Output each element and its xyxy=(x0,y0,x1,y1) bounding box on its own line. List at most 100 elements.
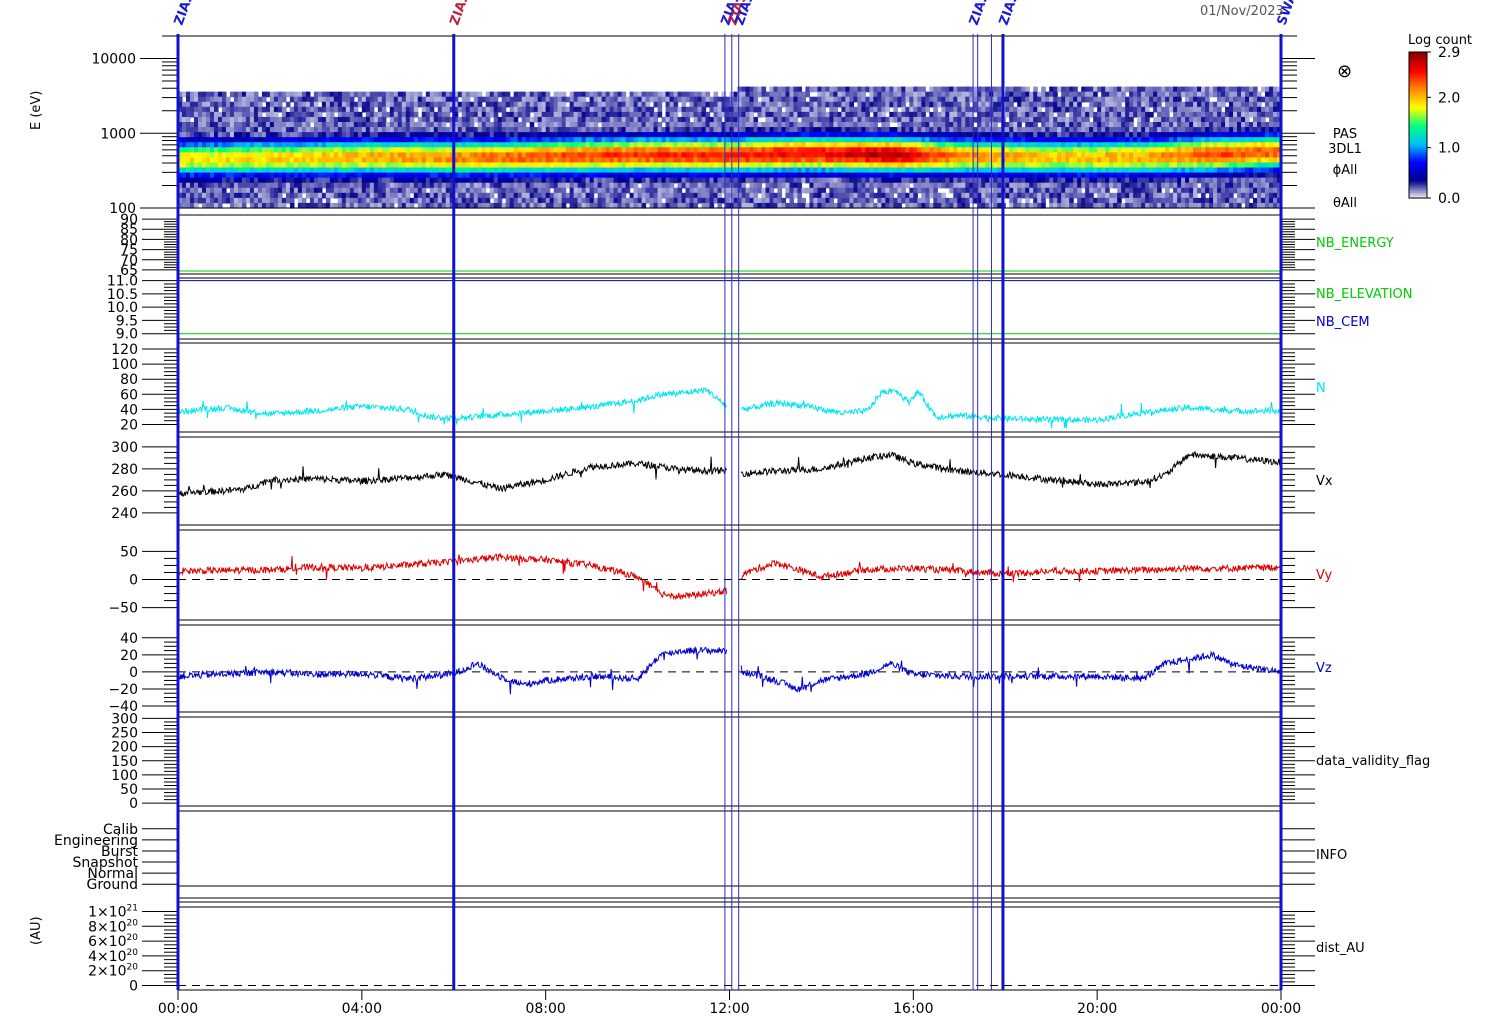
spectrogram-cell xyxy=(841,142,846,148)
spectrogram-cell xyxy=(653,182,659,189)
spectrogram-cell xyxy=(305,187,311,194)
spectrogram-cell xyxy=(777,202,783,209)
spectrogram-cell xyxy=(669,172,675,179)
spectrogram-cell xyxy=(481,192,487,199)
spectrogram-cell xyxy=(789,132,795,138)
spectrogram-cell xyxy=(185,202,191,209)
spectrogram-cell xyxy=(409,111,415,118)
spectrogram-cell xyxy=(881,167,886,174)
spectrogram-cell xyxy=(801,132,807,138)
spectrogram-cell xyxy=(657,137,663,143)
spectrogram-cell xyxy=(541,127,547,133)
spectrogram-cell xyxy=(201,127,207,133)
spectrogram-cell xyxy=(677,192,683,199)
spectrogram-cell xyxy=(809,162,815,169)
spectrogram-cell xyxy=(853,147,858,153)
spectrogram-cell xyxy=(469,111,475,118)
spectrogram-cell xyxy=(809,111,815,118)
spectrogram-cell xyxy=(841,137,846,143)
spectrogram-cell xyxy=(737,127,743,133)
spectrogram-cell xyxy=(337,187,343,194)
spectrogram-cell xyxy=(453,96,459,103)
spectrogram-cell xyxy=(193,162,199,169)
spectrogram-cell xyxy=(249,202,255,209)
spectrogram-cell xyxy=(321,91,327,98)
spectrogram-cell xyxy=(417,167,423,174)
spectrogram-cell xyxy=(965,106,970,113)
spectrogram-cell xyxy=(293,157,299,164)
spectrogram-cell xyxy=(561,192,567,199)
spectrogram-cell xyxy=(965,177,970,184)
spectrogram-cell xyxy=(745,202,751,209)
spectrogram-cell xyxy=(949,202,954,209)
spectrogram-cell xyxy=(569,116,575,123)
spectrogram-cell xyxy=(313,106,319,113)
spectrogram-cell xyxy=(221,116,227,123)
spectrogram-cell xyxy=(1013,132,1018,138)
spectrogram-cell xyxy=(637,137,643,143)
spectrogram-cell xyxy=(269,202,275,209)
spectrogram-cell xyxy=(277,96,283,103)
spectrogram-cell xyxy=(753,202,759,209)
spectrogram-cell xyxy=(601,192,607,199)
spectrogram-cell xyxy=(993,137,998,143)
spectrogram-cell xyxy=(585,132,591,138)
spectrogram-cell xyxy=(297,177,303,184)
spectrogram-cell xyxy=(473,192,479,199)
spectrogram-cell xyxy=(705,162,711,169)
spectrogram-cell xyxy=(333,182,339,189)
spectrogram-cell xyxy=(389,167,395,174)
spectrogram-cell xyxy=(453,106,459,113)
spectrogram-cell xyxy=(701,147,707,153)
spectrogram-cell xyxy=(849,116,854,123)
spectrogram-cell xyxy=(745,122,751,128)
spectrogram-cell xyxy=(365,197,371,204)
spectrogram-cell xyxy=(489,127,495,133)
spectrogram-cell xyxy=(945,106,950,113)
spectrogram-cell xyxy=(649,127,655,133)
spectrogram-cell xyxy=(565,122,571,128)
spectrogram-cell xyxy=(609,101,615,108)
spectrogram-cell xyxy=(497,127,503,133)
spectrogram-cell xyxy=(501,132,507,138)
spectrogram-cell xyxy=(949,96,954,103)
spectrogram-cell xyxy=(813,152,819,159)
spectrogram-cell xyxy=(441,147,447,153)
spectrogram-cell xyxy=(301,182,307,189)
spectrogram-cell xyxy=(1041,91,1046,98)
spectrogram-cell xyxy=(921,142,926,148)
spectrogram-cell xyxy=(649,152,655,159)
spectrogram-cell xyxy=(761,162,767,169)
spectrogram-cell xyxy=(393,172,399,179)
spectrogram-cell xyxy=(789,101,795,108)
spectrogram-cell xyxy=(485,147,491,153)
spectrogram-cell xyxy=(1045,91,1050,98)
spectrogram-cell xyxy=(777,157,783,164)
spectrogram-cell xyxy=(581,157,587,164)
spectrogram-cell xyxy=(781,142,787,148)
spectrogram-cell xyxy=(821,192,827,199)
spectrogram-cell xyxy=(789,116,795,123)
spectrogram-cell xyxy=(921,86,926,93)
spectrogram-cell xyxy=(485,111,491,118)
spectrogram-cell xyxy=(337,197,343,204)
spectrogram-cell xyxy=(241,122,247,128)
spectrogram-cell xyxy=(761,127,767,133)
spectrogram-cell xyxy=(361,157,367,164)
spectrogram-cell xyxy=(1053,91,1058,98)
spectrogram-cell xyxy=(205,111,211,118)
spectrogram-cell xyxy=(821,142,827,148)
spectrogram-cell xyxy=(577,127,583,133)
spectrogram-cell xyxy=(557,147,563,153)
spectrogram-cell xyxy=(993,96,998,103)
spectrogram-cell xyxy=(417,122,423,128)
spectrogram-cell xyxy=(473,96,479,103)
spectrogram-cell xyxy=(557,137,563,143)
spectrogram-cell xyxy=(669,202,675,209)
spectrogram-cell xyxy=(393,157,399,164)
spectrogram-cell xyxy=(1053,187,1058,194)
spectrogram-cell xyxy=(925,96,930,103)
spectrogram-cell xyxy=(577,132,583,138)
spectrogram-cell xyxy=(265,111,271,118)
spectrogram-cell xyxy=(793,152,799,159)
